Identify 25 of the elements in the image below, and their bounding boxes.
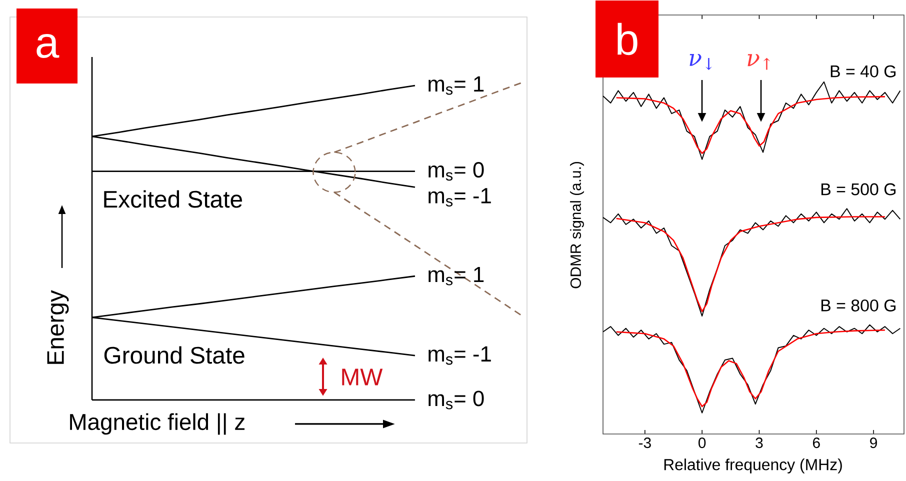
x-tick-label: 3 — [756, 438, 763, 448]
series-label: B = 800 G — [821, 299, 896, 312]
annotation: MW — [342, 368, 383, 386]
x-tick-label: 0 — [698, 438, 706, 448]
y-axis-title: Energy — [47, 290, 69, 364]
series-label: m$_{s}$= 1 — [428, 266, 484, 286]
x-tick-label: 6 — [812, 438, 820, 448]
annotation: Excited State — [104, 190, 242, 208]
series-label: m$_{s}$= 1 — [428, 76, 484, 95]
y-axis-title: ODMR signal (a.u.) — [570, 162, 584, 288]
text: ν$_{↓}$ — [690, 54, 712, 70]
x-tick-label: -3 — [638, 438, 651, 448]
series-label: m$_{s}$= -1 — [428, 188, 491, 206]
series-label: m$_{s}$= 0 — [428, 162, 484, 181]
x-tick-label: 9 — [870, 438, 877, 448]
x-axis-title: Magnetic field || z — [70, 413, 245, 435]
series-label: m$_{s}$= 0 — [428, 390, 484, 410]
chart-title: b — [618, 22, 638, 56]
annotation: Ground State — [104, 346, 244, 364]
series-label: B = 40 G — [830, 65, 896, 78]
x-axis-title: Relative frequency (MHz) — [664, 458, 842, 474]
series-label: m$_{s}$= -1 — [428, 346, 491, 365]
chart-title: a — [36, 34, 60, 58]
series-label: B = 500 G — [821, 183, 896, 196]
text: ν$_{↑}$ — [748, 54, 770, 70]
